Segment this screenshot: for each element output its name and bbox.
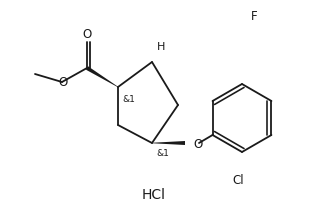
Text: &1: &1 — [122, 95, 135, 105]
Text: H: H — [157, 42, 165, 52]
Text: F: F — [251, 10, 257, 23]
Text: &1: &1 — [156, 148, 169, 157]
Text: Cl: Cl — [232, 174, 244, 187]
Polygon shape — [152, 141, 185, 145]
Text: O: O — [58, 76, 68, 89]
Polygon shape — [86, 66, 118, 87]
Text: HCl: HCl — [142, 188, 166, 202]
Text: O: O — [83, 29, 92, 42]
Text: O: O — [193, 138, 202, 151]
